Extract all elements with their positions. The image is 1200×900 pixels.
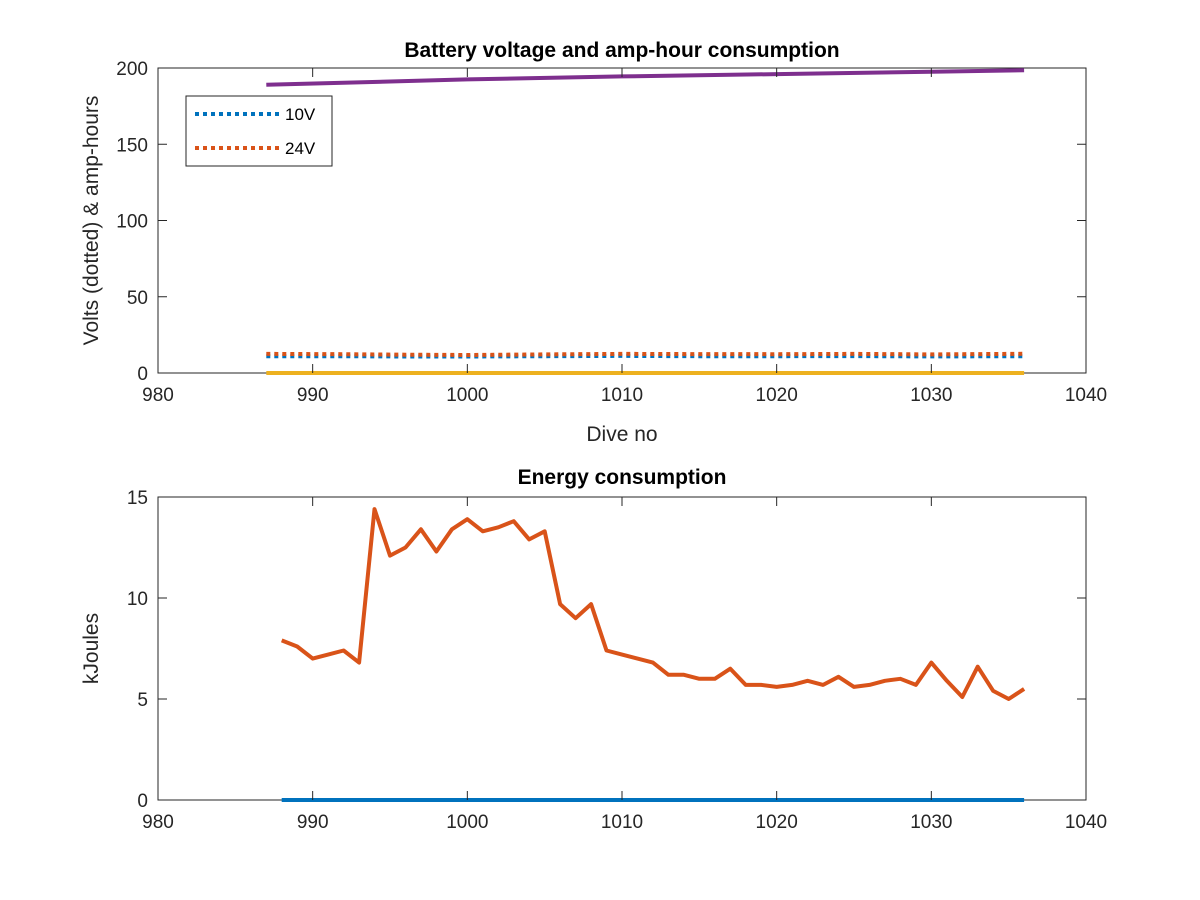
energy-x-tick-label: 980	[142, 812, 174, 833]
voltage-x-tick-label: 990	[297, 385, 329, 406]
voltage-series-line-1	[266, 351, 1025, 357]
voltage-x-tick-label: 1010	[601, 385, 643, 406]
energy-x-tick-label: 1030	[910, 812, 952, 833]
energy-x-tick-label: 1020	[756, 812, 798, 833]
energy-series-group	[280, 507, 1026, 802]
legend-entry: 10V	[285, 105, 316, 124]
voltage-y-tick-label: 100	[116, 212, 148, 233]
voltage-x-tick-label: 1000	[446, 385, 488, 406]
legend-box	[185, 95, 333, 167]
energy-y-tick-label: 15	[127, 488, 148, 509]
energy-ticks-group: 980 990 1000 1010 1020 1030 1040 0 5 10 15	[127, 488, 1107, 833]
voltage-x-tick-label: 980	[142, 385, 174, 406]
voltage-y-axis-label: Volts (dotted) & amp-hours	[80, 96, 103, 346]
energy-x-tick-label: 990	[297, 812, 329, 833]
energy-y-axis-label: kJoules	[80, 613, 103, 684]
energy-y-tick-label: 10	[127, 589, 148, 610]
voltage-x-axis-label: Dive no	[586, 423, 657, 446]
voltage-series-group	[266, 68, 1025, 375]
voltage-x-tick-label: 1040	[1065, 385, 1107, 406]
energy-x-tick-label: 1000	[446, 812, 488, 833]
energy-y-tick-label: 0	[137, 791, 148, 812]
energy-series-line-1	[280, 507, 1026, 701]
voltage-series-line-3	[266, 68, 1025, 87]
voltage-x-tick-label: 1020	[756, 385, 798, 406]
voltage-y-tick-label: 200	[116, 59, 148, 80]
energy-chart-title: Energy consumption	[518, 466, 727, 489]
voltage-y-tick-label: 0	[137, 364, 148, 385]
energy-y-tick-label: 5	[137, 690, 148, 711]
voltage-chart-title: Battery voltage and amp-hour consumption	[404, 39, 839, 62]
voltage-y-tick-label: 50	[127, 288, 148, 309]
energy-subplot: 980 990 1000 1010 1020 1030 1040 0 5 10 15 Energy …	[80, 466, 1107, 833]
voltage-legend: 10V 24V	[185, 95, 333, 167]
legend-entry: 24V	[285, 139, 316, 158]
voltage-subplot: 980 990 1000 1010 1020 1030 1040 0 50 100 150 200 B…	[80, 39, 1107, 446]
voltage-x-tick-label: 1030	[910, 385, 952, 406]
energy-x-tick-label: 1010	[601, 812, 643, 833]
voltage-ticks-group: 980 990 1000 1010 1020 1030 1040 0 50 100 150 200	[116, 59, 1107, 406]
voltage-y-tick-label: 150	[116, 135, 148, 156]
energy-x-tick-label: 1040	[1065, 812, 1107, 833]
